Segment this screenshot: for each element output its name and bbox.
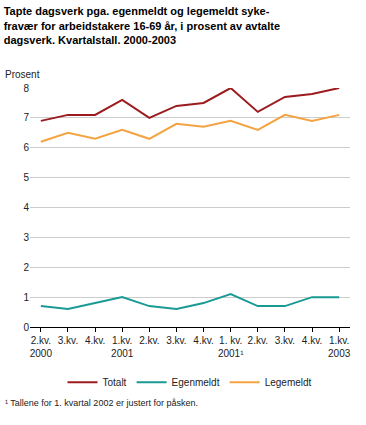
svg-text:3.kv.: 3.kv. [166,335,186,346]
svg-text:Totalt: Totalt [103,377,127,388]
svg-text:5: 5 [23,172,29,183]
svg-text:4: 4 [23,202,29,213]
svg-text:7: 7 [23,112,29,123]
svg-text:4.kv.: 4.kv. [302,335,322,346]
svg-text:2.kv.: 2.kv. [248,335,268,346]
svg-text:¹ Tallene for 1. kvartal 2002: ¹ Tallene for 1. kvartal 2002 er justert… [5,398,198,408]
svg-text:4.kv.: 4.kv. [85,335,105,346]
svg-text:4.kv.: 4.kv. [193,335,213,346]
svg-text:6: 6 [23,142,29,153]
svg-text:2.kv.: 2.kv. [139,335,159,346]
svg-text:1: 1 [23,292,29,303]
svg-text:8: 8 [23,83,29,94]
svg-text:3.kv.: 3.kv. [275,335,295,346]
svg-text:3: 3 [23,232,29,243]
svg-text:0: 0 [23,322,29,333]
svg-text:1. kv.2001¹: 1. kv.2001¹ [218,335,244,359]
svg-text:Legemeldt: Legemeldt [265,377,312,388]
svg-text:Tapte dagsverk pga. egenmeldt: Tapte dagsverk pga. egenmeldt og legemel… [4,5,280,46]
svg-text:Prosent: Prosent [5,69,40,80]
svg-text:2: 2 [23,262,29,273]
svg-text:Egenmeldt: Egenmeldt [172,377,220,388]
svg-text:2.kv.2000: 2.kv.2000 [30,335,53,359]
svg-text:1.kv.2003: 1.kv.2003 [328,335,351,359]
svg-text:3.kv.: 3.kv. [58,335,78,346]
svg-text:1.kv.2001: 1.kv.2001 [111,335,134,359]
